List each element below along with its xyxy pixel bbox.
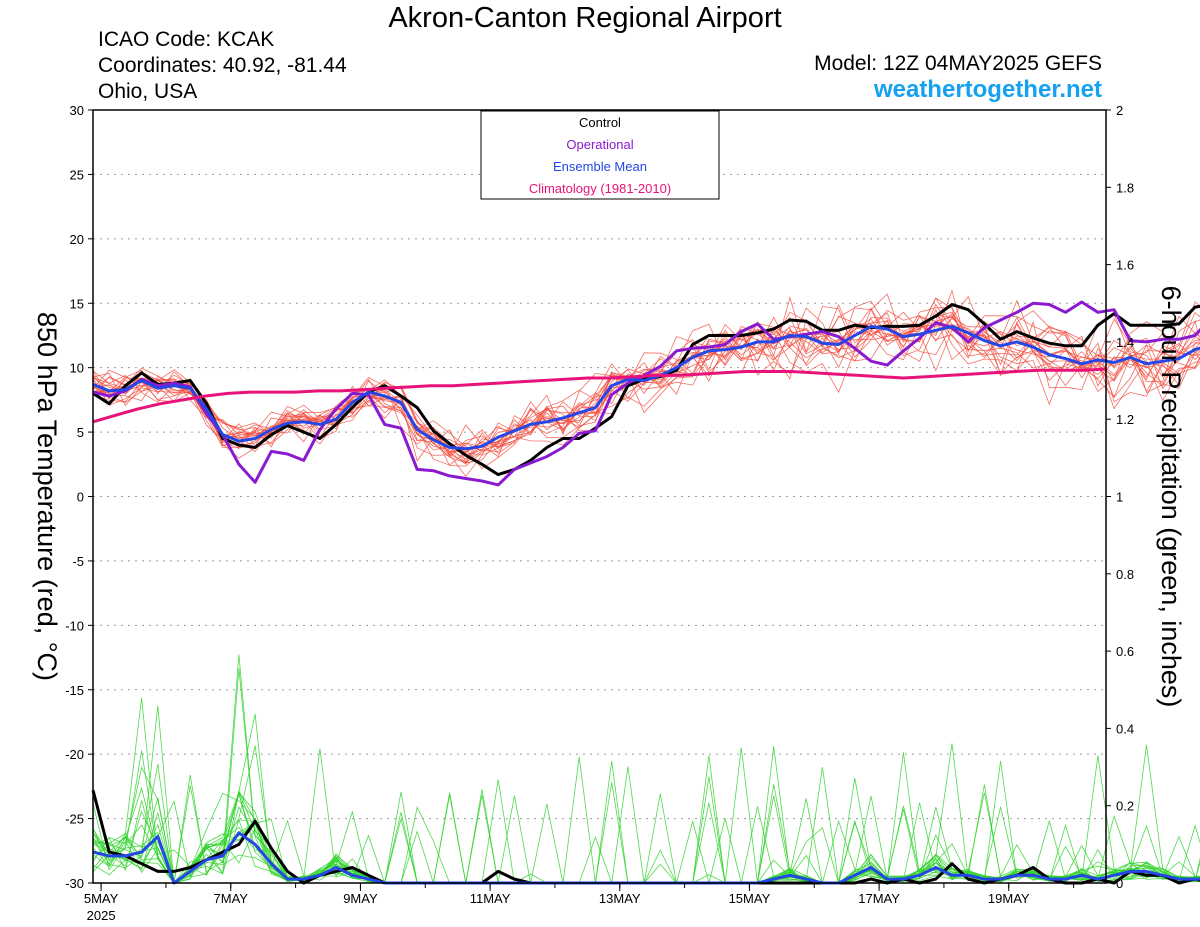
left-tick-label: 15 (70, 296, 84, 311)
x-axis-ticks: 5MAY 2025 7MAY 9MAY 11MAY 13MAY 15MAY 17MAY 19MA… (84, 883, 1075, 923)
left-tick-label: 25 (70, 167, 84, 182)
grid-lines (93, 173, 1106, 820)
left-tick-label: -20 (65, 747, 84, 762)
left-axis-ticks: 30 25 20 15 10 5 0 -5 -10 -15 -20 -25 -30 (65, 103, 93, 891)
legend: Control Operational Ensemble Mean Climat… (480, 110, 720, 200)
climatology-1981-2010-temperature-line (92, 367, 1107, 424)
right-tick-label: 1.2 (1116, 412, 1134, 427)
left-tick-label: -25 (65, 812, 84, 827)
precipitation-member-line (92, 746, 1200, 884)
legend-entry-climatology: Climatology (1981-2010) (529, 181, 671, 196)
x-tick-sublabel: 2025 (87, 908, 116, 923)
right-tick-label: 0.6 (1116, 644, 1134, 659)
icao-code-label: ICAO Code: KCAK (98, 28, 275, 51)
temperature-member-line (92, 303, 1200, 467)
left-tick-label: -15 (65, 683, 84, 698)
right-tick-label: 2 (1116, 103, 1123, 118)
main-series-lines (91, 300, 1200, 885)
left-tick-label: -10 (65, 618, 84, 633)
coordinates-label: Coordinates: 40.92, -81.44 (98, 54, 347, 77)
model-run-label: Model: 12Z 04MAY2025 GEFS (814, 52, 1102, 75)
ensemble-mean-temperature-line (92, 324, 1200, 451)
legend-box (480, 110, 720, 200)
x-tick-label: 5MAY (84, 891, 119, 906)
precipitation-member-line (92, 752, 1200, 884)
control-temperature-line (92, 303, 1200, 477)
precipitation-member-line (92, 745, 1200, 884)
precipitation-member-line (92, 789, 1200, 884)
x-tick-label: 9MAY (343, 891, 378, 906)
x-tick-label: 15MAY (729, 891, 771, 906)
right-tick-label: 0.4 (1116, 721, 1134, 736)
operational-temperature-line (92, 300, 1200, 487)
x-tick-label: 7MAY (214, 891, 249, 906)
legend-entry-operational: Operational (566, 137, 633, 152)
right-tick-label: 0.2 (1116, 799, 1134, 814)
temperature-member-line (92, 309, 1200, 466)
precipitation-member-line (92, 713, 1200, 884)
left-axis-label: 850 hPa Temperature (red, °C) (32, 312, 62, 681)
right-tick-label: 1.8 (1116, 180, 1134, 195)
region-label: Ohio, USA (98, 80, 198, 103)
right-axis-ticks: 2 1.8 1.6 1.4 1.2 1 0.8 0.6 0.4 0.2 0 (1106, 103, 1134, 891)
x-tick-label: 17MAY (858, 891, 900, 906)
left-tick-label: 30 (70, 103, 84, 118)
precipitation-member-line (92, 747, 1200, 884)
legend-entry-control: Control (579, 115, 621, 130)
legend-entry-ensemble-mean: Ensemble Mean (553, 159, 647, 174)
right-tick-label: 0.8 (1116, 567, 1134, 582)
left-tick-label: -30 (65, 876, 84, 891)
temperature-member-line (92, 307, 1200, 463)
x-tick-label: 19MAY (988, 891, 1030, 906)
left-tick-label: -5 (72, 554, 84, 569)
site-brand-label[interactable]: weathertogether.net (873, 76, 1102, 103)
right-tick-label: 1 (1116, 490, 1123, 505)
left-tick-label: 20 (70, 232, 84, 247)
left-tick-label: 5 (77, 425, 84, 440)
right-tick-label: 0 (1116, 876, 1123, 891)
precipitation-member-line (92, 743, 1200, 884)
right-tick-label: 1.4 (1116, 335, 1134, 350)
x-tick-label: 13MAY (599, 891, 641, 906)
left-tick-label: 10 (70, 361, 84, 376)
chart-title: Akron-Canton Regional Airport (388, 2, 782, 34)
left-tick-label: 0 (77, 490, 84, 505)
x-tick-label: 11MAY (470, 891, 511, 906)
precipitation-member-line (92, 697, 1200, 884)
precipitation-member-line (92, 766, 1200, 884)
temperature-member-line (92, 313, 1200, 464)
right-axis-label: 6-hour Precipitation (green, inches) (1156, 286, 1186, 708)
right-tick-label: 1.6 (1116, 258, 1134, 273)
